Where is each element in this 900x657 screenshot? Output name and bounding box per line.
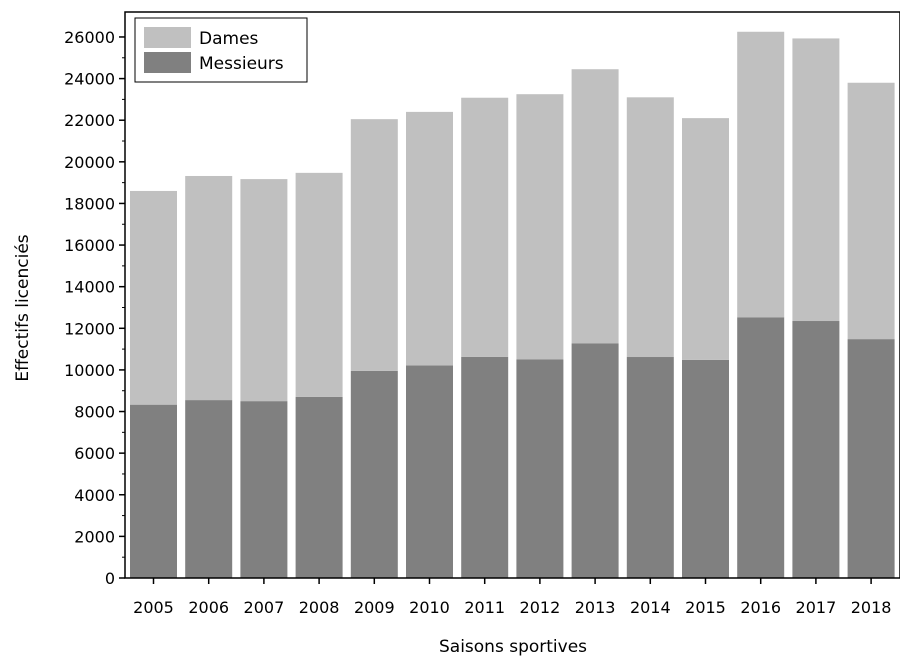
bar-messieurs-2018: [847, 339, 895, 578]
x-tick-label: 2014: [630, 598, 671, 617]
y-tick-label: 6000: [74, 444, 115, 463]
x-tick-label: 2007: [244, 598, 285, 617]
bar-messieurs-2005: [130, 404, 177, 578]
x-tick-label: 2017: [796, 598, 837, 617]
bar-messieurs-2009: [350, 370, 398, 578]
bar-dames-2006: [185, 175, 233, 401]
bar-messieurs-2015: [682, 359, 729, 578]
y-tick-label: 18000: [64, 194, 115, 213]
x-tick-label: 2015: [685, 598, 726, 617]
bar-dames-2010: [406, 111, 453, 366]
bar-dames-2017: [792, 38, 840, 322]
y-tick-label: 14000: [64, 278, 115, 297]
bar-dames-2007: [240, 179, 288, 402]
y-tick-label: 12000: [64, 319, 115, 338]
bar-messieurs-2013: [571, 343, 619, 578]
x-axis: 2005 2006 2007 2008 2009 2010 2011 2012 2013 2014…: [133, 578, 891, 617]
y-tick-label: 0: [105, 569, 115, 588]
bar-dames-2015: [682, 118, 729, 360]
bar-dames-2013: [571, 69, 619, 344]
y-tick-label: 20000: [64, 153, 115, 172]
y-tick-label: 16000: [64, 236, 115, 255]
bar-dames-2016: [737, 31, 785, 318]
y-tick-label: 22000: [64, 111, 115, 130]
x-tick-label: 2008: [299, 598, 340, 617]
x-tick-label: 2012: [520, 598, 561, 617]
y-axis: 0 2000 4000 6000 8000 10000 12000 14000 16000 180…: [64, 28, 125, 588]
legend: Dames Messieurs: [134, 17, 308, 83]
bar-messieurs-2011: [461, 356, 509, 578]
bar-dames-2005: [130, 190, 177, 405]
plot-frame: [124, 11, 900, 579]
bar-messieurs-2012: [516, 359, 564, 578]
y-tick-label: 4000: [74, 486, 115, 505]
bar-messieurs-2017: [792, 321, 840, 578]
x-tick-label: 2009: [354, 598, 395, 617]
y-tick-label: 10000: [64, 361, 115, 380]
y-tick-label: 24000: [64, 70, 115, 89]
legend-swatch-dames: [144, 27, 191, 48]
bar-dames-2018: [847, 82, 895, 340]
x-tick-label: 2010: [409, 598, 450, 617]
bar-messieurs-2006: [185, 400, 233, 578]
bar-messieurs-2014: [626, 357, 674, 578]
x-tick-label: 2018: [851, 598, 892, 617]
legend-label-messieurs: Messieurs: [199, 54, 284, 74]
x-tick-label: 2011: [464, 598, 505, 617]
legend-swatch-messieurs: [144, 52, 191, 73]
bar-messieurs-2010: [406, 365, 453, 578]
x-axis-title: Saisons sportives: [439, 637, 587, 657]
bar-dames-2011: [461, 97, 509, 357]
bar-dames-2014: [626, 97, 674, 358]
y-tick-label: 26000: [64, 28, 115, 47]
bars-layer: [130, 31, 895, 578]
bar-dames-2009: [350, 119, 398, 371]
bar-messieurs-2007: [240, 401, 288, 578]
x-tick-label: 2016: [740, 598, 781, 617]
bar-dames-2008: [295, 172, 343, 397]
bar-dames-2012: [516, 94, 564, 360]
x-tick-label: 2013: [575, 598, 616, 617]
legend-label-dames: Dames: [199, 29, 259, 49]
x-tick-label: 2005: [133, 598, 174, 617]
y-axis-title: Effectifs licenciés: [13, 234, 33, 381]
y-tick-label: 2000: [74, 527, 115, 546]
x-tick-label: 2006: [188, 598, 229, 617]
y-tick-label: 8000: [74, 403, 115, 422]
bar-messieurs-2016: [737, 317, 785, 578]
bar-messieurs-2008: [295, 396, 343, 578]
